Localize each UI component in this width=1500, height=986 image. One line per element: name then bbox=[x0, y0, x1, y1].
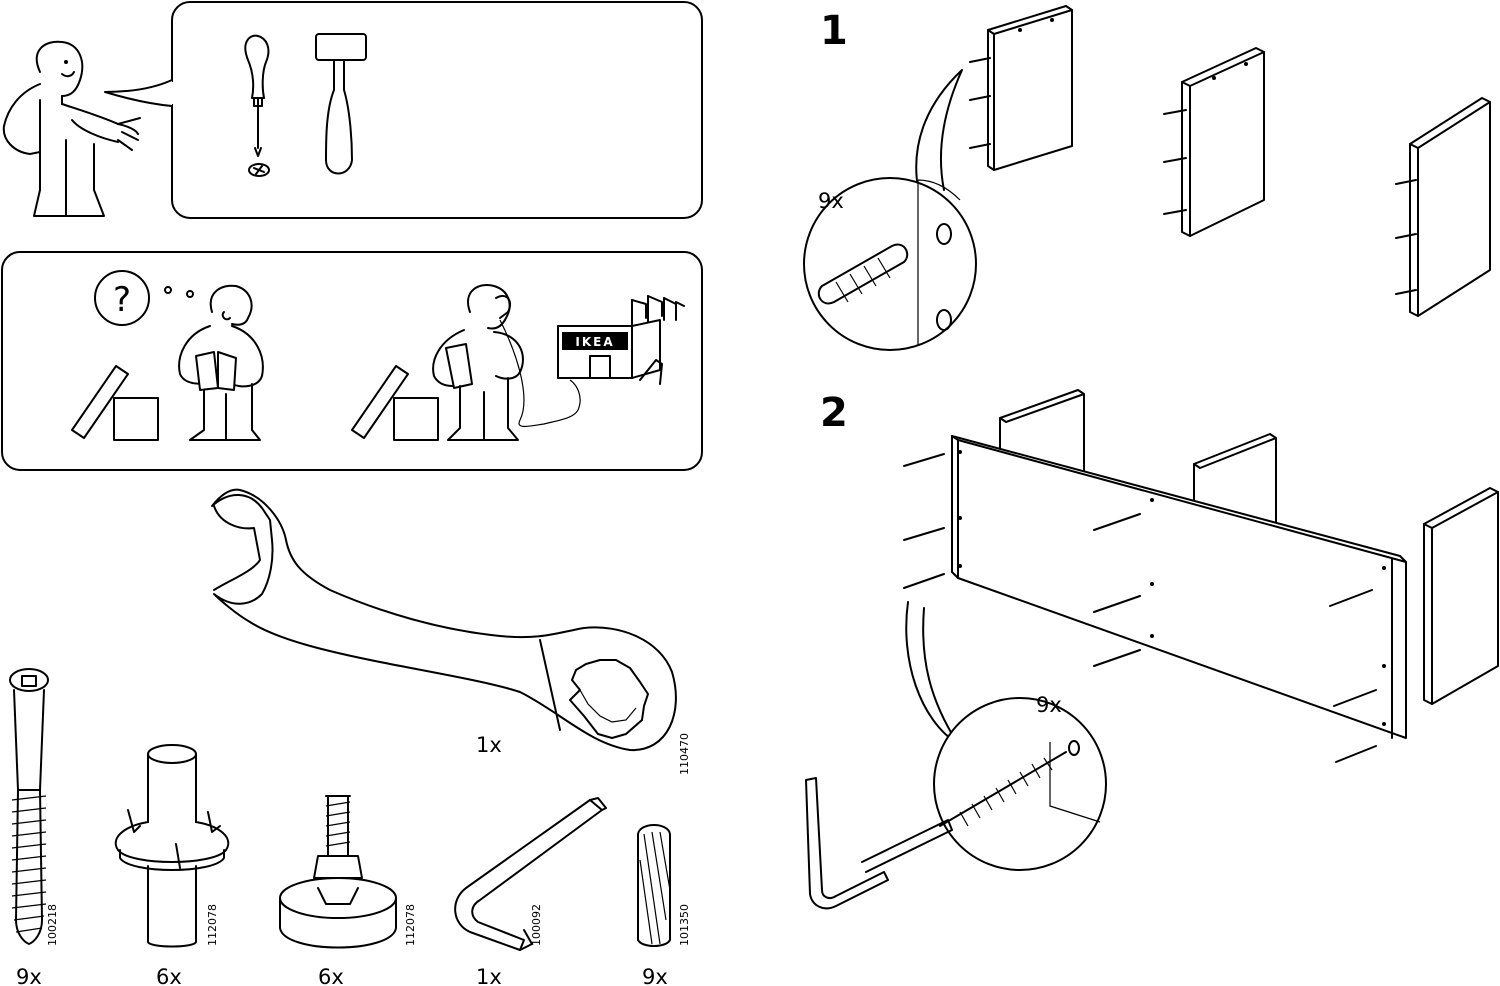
wooden-dowel-part bbox=[637, 824, 671, 947]
instruction-man-figure bbox=[2, 40, 141, 217]
question-bubble-icon bbox=[94, 270, 150, 326]
step-2-quantity: 9x bbox=[1036, 693, 1062, 717]
phone-call-man-figure bbox=[432, 284, 581, 441]
open-box-icon bbox=[71, 365, 159, 441]
help-panel: ? bbox=[1, 251, 703, 471]
screwdriver-icon bbox=[244, 34, 270, 177]
part-code-4: 100092 bbox=[530, 904, 543, 946]
part-quantity-2: 6x bbox=[156, 965, 182, 986]
wrench-code: 110470 bbox=[678, 733, 691, 775]
part-quantity-3: 6x bbox=[318, 965, 344, 986]
part-quantity-1: 9x bbox=[16, 965, 42, 986]
wrench-quantity: 1x bbox=[476, 733, 502, 757]
allen-key-part bbox=[454, 797, 607, 951]
sleeve-nut-part bbox=[114, 744, 230, 948]
part-quantity-4: 1x bbox=[476, 965, 502, 986]
part-code-1: 100218 bbox=[46, 904, 59, 946]
part-code-3: 112078 bbox=[404, 904, 417, 946]
step-1-number: 1 bbox=[820, 8, 848, 54]
step-1-diagram bbox=[803, 5, 1491, 351]
tools-panel bbox=[2, 1, 703, 219]
part-quantity-5: 9x bbox=[642, 965, 668, 986]
step-2-number: 2 bbox=[820, 390, 848, 436]
confused-man-figure bbox=[178, 284, 264, 441]
step-1-quantity: 9x bbox=[818, 189, 844, 213]
ikea-store-icon: IKEA bbox=[557, 295, 685, 385]
wrench-part bbox=[211, 488, 677, 752]
store-sign: IKEA bbox=[575, 335, 614, 349]
mallet-icon bbox=[315, 33, 367, 175]
part-code-5: 101350 bbox=[678, 904, 691, 946]
question-mark: ? bbox=[113, 280, 131, 320]
leveling-foot-part bbox=[279, 795, 397, 949]
part-code-2: 112078 bbox=[206, 904, 219, 946]
step-2-diagram bbox=[805, 389, 1499, 910]
open-box-icon-2 bbox=[351, 365, 439, 441]
long-screw-part bbox=[9, 668, 49, 945]
